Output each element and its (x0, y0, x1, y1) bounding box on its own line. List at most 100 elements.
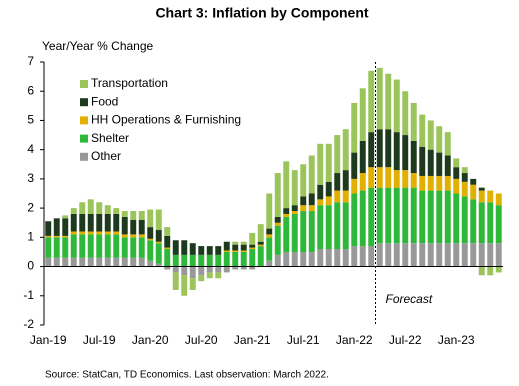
bar-segment (436, 175, 443, 191)
bar-segment (300, 211, 307, 252)
bar-segment (385, 243, 392, 267)
bar-segment (198, 254, 205, 267)
bar-segment (113, 213, 120, 232)
bar-segment (113, 208, 120, 214)
y-tick-label: 3 (27, 171, 34, 185)
bar-segment (351, 193, 358, 247)
bar-segment (155, 243, 162, 264)
bar-segment (308, 205, 315, 212)
bar-segment (385, 73, 392, 130)
bar-segment (70, 257, 77, 267)
source-note: Source: StatCan, TD Economics. Last obse… (45, 370, 329, 381)
bar-segment (104, 234, 111, 258)
bar-segment (206, 254, 213, 267)
bar-segment (96, 231, 103, 235)
bar-segment (189, 243, 196, 255)
bar-segment (419, 175, 426, 191)
bar-segment (334, 249, 341, 267)
bar-segment (376, 67, 383, 130)
bar-segment (376, 167, 383, 188)
bar-segment (419, 114, 426, 147)
bar-segment (232, 266, 239, 270)
bar-segment (351, 102, 358, 153)
bar-segment (189, 266, 196, 279)
legend-label: HH Operations & Furnishing (91, 113, 241, 127)
bar-segment (266, 234, 273, 238)
bar-segment (283, 213, 290, 217)
bar-segment (325, 143, 332, 182)
bar-segment (470, 199, 477, 244)
bar-segment (104, 231, 111, 235)
bar-segment (70, 231, 77, 235)
bar-segment (444, 132, 451, 156)
bar-segment (104, 213, 111, 232)
bar-segment (334, 135, 341, 174)
bar-segment (359, 246, 366, 267)
bar-segment (334, 202, 341, 250)
bar-segment (283, 216, 290, 252)
bar-segment (164, 235, 171, 248)
bar-segment (198, 266, 205, 276)
bar-segment (257, 224, 264, 242)
bar-segment (130, 257, 137, 267)
bar-segment (53, 235, 60, 238)
bar-segment (121, 211, 128, 217)
bar-segment (232, 241, 239, 245)
bar-segment (291, 211, 298, 214)
bar-segment (402, 135, 409, 171)
bar-segment (215, 272, 222, 279)
bar-segment (87, 199, 94, 214)
bar-segment (121, 237, 128, 258)
bar-segment (206, 272, 213, 279)
bar-segment (79, 231, 86, 235)
bar-segment (206, 266, 213, 273)
bar-segment (172, 266, 179, 273)
bar-segment (402, 187, 409, 244)
legend-swatch (80, 80, 88, 88)
bar-segment (410, 140, 417, 174)
bar-segment (121, 216, 128, 235)
bar-segment (368, 167, 375, 188)
bar-segment (402, 91, 409, 136)
bar-segment (317, 249, 324, 267)
bar-segment (291, 251, 298, 267)
bar-segment (53, 237, 60, 258)
bar-segment (130, 237, 137, 258)
bar-segment (461, 167, 468, 174)
bar-segment (181, 240, 188, 255)
bar-segment (257, 241, 264, 245)
bar-segment (274, 225, 281, 255)
bar-segment (351, 178, 358, 194)
bar-segment (249, 244, 256, 248)
bar-segment (334, 173, 341, 191)
bar-segment (70, 234, 77, 258)
bar-segment (291, 205, 298, 212)
bar-segment (257, 246, 264, 267)
bar-segment (402, 170, 409, 188)
legend-label: Food (91, 94, 118, 108)
bar-segment (147, 238, 154, 241)
bar-segment (181, 275, 188, 296)
y-tick-label: 6 (27, 83, 34, 97)
bar-segment (155, 241, 162, 244)
y-tick-label: 1 (27, 230, 34, 244)
bar-segment (121, 257, 128, 267)
bar-segment (427, 243, 434, 267)
bar-segment (325, 181, 332, 197)
bar-segment (487, 202, 494, 244)
bar-segment (113, 231, 120, 235)
bar-segment (436, 152, 443, 176)
bar-segment (453, 178, 460, 194)
bar-segment (96, 202, 103, 214)
bar-segment (419, 146, 426, 176)
bar-segment (393, 170, 400, 188)
bar-segment (410, 187, 417, 244)
bar-segment (325, 205, 332, 250)
bar-segment (478, 243, 485, 267)
bar-segment (444, 243, 451, 267)
bar-segment (410, 243, 417, 267)
bar-segment (164, 249, 171, 267)
bar-segment (283, 251, 290, 267)
bar-segment (427, 120, 434, 150)
bar-segment (359, 190, 366, 247)
